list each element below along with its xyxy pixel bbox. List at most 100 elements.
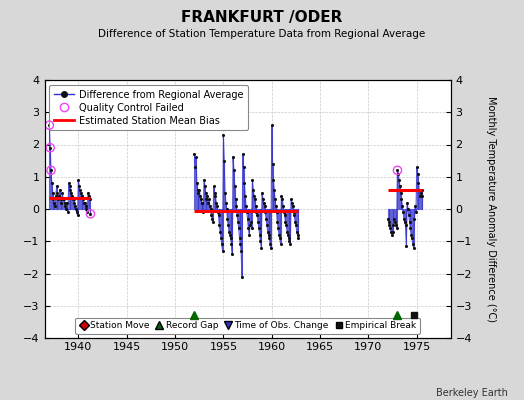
Point	[210, 183, 218, 190]
Point	[255, 225, 263, 232]
Point	[64, 209, 72, 216]
Point	[205, 196, 213, 202]
Point	[239, 164, 248, 170]
Point	[288, 199, 296, 206]
Point	[74, 177, 83, 183]
Point	[68, 193, 76, 199]
Point	[401, 222, 410, 228]
Point	[266, 241, 275, 248]
Point	[294, 235, 302, 241]
Point	[223, 206, 231, 212]
Point	[52, 183, 61, 190]
Point	[78, 193, 86, 199]
Point	[192, 154, 200, 160]
Point	[207, 212, 215, 219]
Point	[57, 199, 66, 206]
Point	[190, 151, 199, 157]
Point	[249, 186, 257, 193]
Point	[412, 164, 421, 170]
Point	[264, 228, 272, 235]
Point	[73, 212, 82, 219]
Point	[244, 216, 252, 222]
Point	[256, 232, 264, 238]
Point	[388, 232, 396, 238]
Point	[71, 202, 79, 209]
Point	[81, 199, 89, 206]
Point	[285, 235, 293, 241]
Point	[82, 206, 91, 212]
Point	[66, 183, 74, 190]
Point	[67, 190, 75, 196]
Point	[412, 209, 420, 216]
Point	[271, 202, 280, 209]
Point	[72, 206, 80, 212]
Point	[261, 209, 269, 216]
Point	[45, 122, 53, 128]
Point	[391, 222, 400, 228]
Point	[235, 225, 243, 232]
Point	[201, 183, 209, 190]
Point	[244, 225, 253, 232]
Point	[291, 219, 299, 225]
Point	[199, 209, 208, 216]
Point	[232, 202, 241, 209]
Point	[84, 190, 92, 196]
Point	[48, 180, 56, 186]
Point	[202, 196, 211, 202]
Point	[387, 228, 395, 235]
Point	[70, 199, 79, 206]
Point	[400, 216, 408, 222]
Point	[53, 190, 62, 196]
Point	[230, 167, 238, 174]
Point	[237, 248, 245, 254]
Point	[205, 202, 214, 209]
Point	[394, 167, 402, 174]
Point	[283, 232, 292, 238]
Point	[240, 180, 248, 186]
Point	[246, 222, 254, 228]
Point	[55, 193, 63, 199]
Point	[208, 216, 216, 222]
Point	[54, 196, 62, 202]
Point	[214, 209, 222, 216]
Point	[405, 212, 413, 219]
Point	[415, 186, 423, 193]
Point	[226, 235, 235, 241]
Point	[287, 196, 296, 202]
Point	[83, 209, 92, 216]
Point	[238, 274, 246, 280]
Point	[413, 170, 422, 177]
Point	[403, 206, 412, 212]
Point	[282, 222, 290, 228]
Point	[264, 232, 272, 238]
Point	[63, 199, 71, 206]
Point	[385, 222, 394, 228]
Point	[247, 219, 255, 225]
Point	[384, 216, 392, 222]
Point	[196, 196, 205, 202]
Point	[217, 241, 226, 248]
Point	[385, 219, 393, 225]
Point	[242, 202, 250, 209]
Point	[50, 199, 58, 206]
Point	[191, 164, 200, 170]
Point	[256, 238, 265, 244]
Point	[69, 196, 78, 202]
Point	[252, 202, 260, 209]
Point	[265, 235, 274, 241]
Point	[281, 219, 290, 225]
Point	[59, 196, 67, 202]
Point	[45, 122, 53, 128]
Point	[235, 235, 244, 241]
Point	[193, 186, 202, 193]
Point	[402, 243, 410, 249]
Point	[406, 225, 414, 232]
Point	[78, 193, 86, 199]
Point	[411, 202, 419, 209]
Text: Difference of Station Temperature Data from Regional Average: Difference of Station Temperature Data f…	[99, 29, 425, 39]
Point	[234, 219, 242, 225]
Point	[198, 199, 206, 206]
Point	[390, 216, 398, 222]
Point	[195, 186, 203, 193]
Point	[270, 186, 278, 193]
